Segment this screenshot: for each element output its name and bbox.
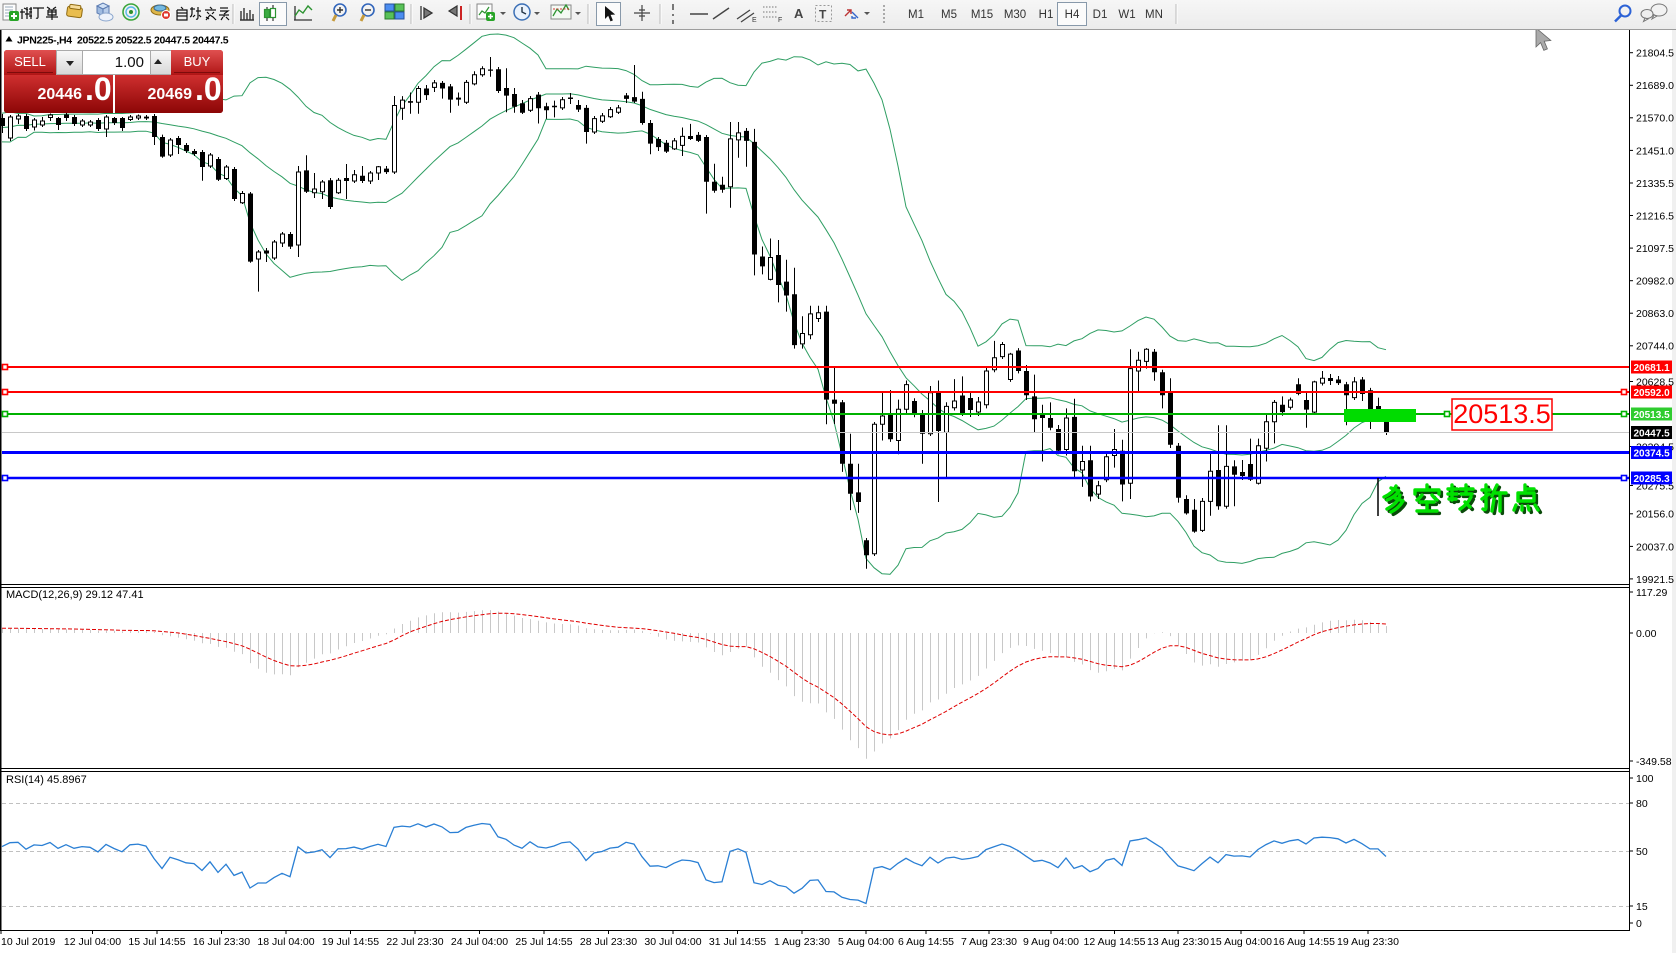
svg-text:A: A bbox=[794, 6, 804, 21]
svg-text:19 Jul 14:55: 19 Jul 14:55 bbox=[322, 936, 379, 948]
svg-text:20628.5: 20628.5 bbox=[1636, 376, 1674, 388]
svg-text:20592.0: 20592.0 bbox=[1634, 388, 1671, 399]
svg-text:117.29: 117.29 bbox=[1636, 587, 1667, 599]
svg-text:H1: H1 bbox=[1039, 9, 1054, 21]
svg-text:21451.0: 21451.0 bbox=[1636, 145, 1674, 157]
svg-text:W1: W1 bbox=[1118, 9, 1135, 21]
svg-text:16 Aug 14:55: 16 Aug 14:55 bbox=[1273, 936, 1335, 948]
svg-text:M5: M5 bbox=[941, 9, 957, 21]
svg-text:20513.5: 20513.5 bbox=[1453, 399, 1551, 429]
svg-text:0: 0 bbox=[1636, 918, 1642, 930]
svg-text:12 Jul 04:00: 12 Jul 04:00 bbox=[64, 936, 121, 948]
svg-text:MN: MN bbox=[1145, 9, 1163, 21]
svg-text:25 Jul 14:55: 25 Jul 14:55 bbox=[515, 936, 572, 948]
svg-text:H4: H4 bbox=[1065, 9, 1080, 21]
svg-text:16 Jul 23:30: 16 Jul 23:30 bbox=[193, 936, 250, 948]
svg-text:0.00: 0.00 bbox=[1636, 628, 1657, 640]
svg-text:5 Aug 04:00: 5 Aug 04:00 bbox=[838, 936, 894, 948]
svg-text:9 Aug 04:00: 9 Aug 04:00 bbox=[1023, 936, 1079, 948]
svg-text:20447.5: 20447.5 bbox=[1634, 428, 1671, 439]
svg-text:50: 50 bbox=[1636, 846, 1648, 858]
svg-text:21570.0: 21570.0 bbox=[1636, 113, 1674, 125]
svg-text:M30: M30 bbox=[1004, 9, 1026, 21]
svg-text:20037.0: 20037.0 bbox=[1636, 541, 1674, 553]
svg-text:18 Jul 04:00: 18 Jul 04:00 bbox=[257, 936, 314, 948]
svg-text:-349.58: -349.58 bbox=[1636, 756, 1672, 768]
svg-text:28 Jul 23:30: 28 Jul 23:30 bbox=[580, 936, 637, 948]
svg-text:20285.3: 20285.3 bbox=[1634, 474, 1671, 485]
svg-text:100: 100 bbox=[1636, 773, 1654, 785]
svg-text:19 Aug 23:30: 19 Aug 23:30 bbox=[1337, 936, 1399, 948]
svg-text:MACD(12,26,9) 29.12 47.41: MACD(12,26,9) 29.12 47.41 bbox=[6, 589, 144, 601]
svg-text:JPN225-,H4 20522.5 20522.5 20: JPN225-,H4 20522.5 20522.5 20447.5 20447… bbox=[17, 35, 229, 47]
svg-text:13 Aug 23:30: 13 Aug 23:30 bbox=[1147, 936, 1209, 948]
svg-text:12 Aug 14:55: 12 Aug 14:55 bbox=[1084, 936, 1146, 948]
svg-text:20156.0: 20156.0 bbox=[1636, 509, 1674, 521]
svg-text:30 Jul 04:00: 30 Jul 04:00 bbox=[644, 936, 701, 948]
svg-text:24 Jul 04:00: 24 Jul 04:00 bbox=[451, 936, 508, 948]
svg-text:20513.5: 20513.5 bbox=[1634, 410, 1671, 421]
svg-text:21216.5: 21216.5 bbox=[1636, 210, 1674, 222]
svg-text:80: 80 bbox=[1636, 798, 1648, 810]
svg-text:20744.0: 20744.0 bbox=[1636, 341, 1674, 353]
svg-text:15 Jul 14:55: 15 Jul 14:55 bbox=[128, 936, 185, 948]
svg-text:1 Aug 23:30: 1 Aug 23:30 bbox=[774, 936, 830, 948]
svg-text:RSI(14) 45.8967: RSI(14) 45.8967 bbox=[6, 774, 87, 786]
svg-text:20374.5: 20374.5 bbox=[1634, 448, 1671, 459]
svg-text:20681.1: 20681.1 bbox=[1634, 363, 1671, 374]
svg-text:M1: M1 bbox=[908, 9, 924, 21]
svg-text:E: E bbox=[752, 17, 757, 24]
svg-text:21689.0: 21689.0 bbox=[1636, 80, 1674, 92]
svg-text:22 Jul 23:30: 22 Jul 23:30 bbox=[386, 936, 443, 948]
svg-text:15: 15 bbox=[1636, 901, 1648, 913]
svg-text:31 Jul 14:55: 31 Jul 14:55 bbox=[709, 936, 766, 948]
svg-text:20863.0: 20863.0 bbox=[1636, 308, 1674, 320]
svg-text:6 Aug 14:55: 6 Aug 14:55 bbox=[898, 936, 954, 948]
svg-text:M15: M15 bbox=[971, 9, 993, 21]
svg-text:10 Jul 2019: 10 Jul 2019 bbox=[1, 936, 55, 948]
svg-text:21097.5: 21097.5 bbox=[1636, 243, 1674, 255]
svg-text:T: T bbox=[819, 8, 827, 22]
svg-text:21804.5: 21804.5 bbox=[1636, 48, 1674, 60]
svg-text:21335.5: 21335.5 bbox=[1636, 178, 1674, 190]
svg-text:F: F bbox=[778, 17, 782, 24]
svg-text:15 Aug 04:00: 15 Aug 04:00 bbox=[1210, 936, 1272, 948]
svg-text:19921.5: 19921.5 bbox=[1636, 574, 1674, 586]
svg-text:D1: D1 bbox=[1093, 9, 1108, 21]
svg-text:7 Aug 23:30: 7 Aug 23:30 bbox=[961, 936, 1017, 948]
svg-text:20982.0: 20982.0 bbox=[1636, 276, 1674, 288]
